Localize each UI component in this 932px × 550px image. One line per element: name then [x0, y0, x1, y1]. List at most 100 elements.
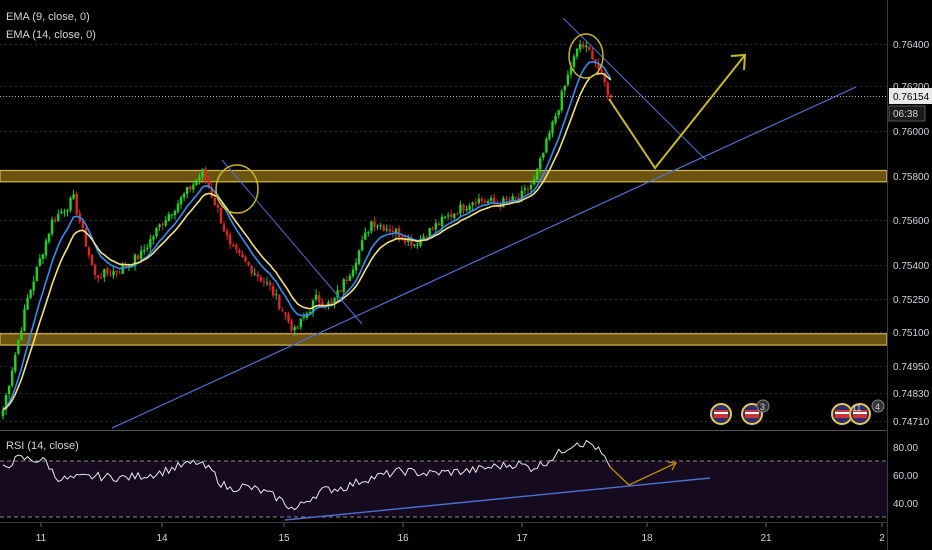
candle-body: [357, 250, 361, 264]
candle-body: [425, 237, 428, 239]
candle-body: [152, 236, 155, 240]
candle-body: [173, 210, 177, 216]
time-axis[interactable]: 11 14 15 16 17 18 21 2: [0, 522, 887, 545]
candle-body: [207, 180, 210, 189]
candle-body: [11, 370, 14, 386]
candle-body: [330, 301, 333, 304]
candle-body: [603, 72, 606, 83]
ema9-line: [2, 61, 612, 411]
candle-body: [443, 216, 447, 218]
candle-body: [84, 228, 88, 247]
candle-body: [103, 269, 106, 278]
time-axis-ticks: 11 14 15 16 17 18 21 2: [36, 523, 885, 544]
current-price-tag: [889, 88, 932, 104]
candle-body: [542, 152, 545, 158]
candle-body: [419, 238, 422, 246]
candle-body: [471, 202, 474, 205]
rsi-line: [2, 439, 612, 511]
candle-body: [7, 385, 11, 395]
candle-body: [139, 250, 143, 259]
candle-body: [578, 43, 582, 50]
rsi-projection-arrowhead: [667, 461, 678, 471]
us-flag-icon[interactable]: [849, 403, 871, 425]
candle-body: [339, 290, 342, 292]
highlight-circle: [568, 33, 604, 79]
candle-body: [275, 294, 278, 296]
candle-body: [158, 224, 161, 228]
rsi-tick-label: 60.00: [893, 471, 918, 482]
candle-body: [81, 220, 85, 228]
candle-body: [271, 286, 275, 296]
candle-body: [526, 189, 530, 191]
candle-body: [572, 56, 576, 67]
rsi-band-fill: [0, 461, 887, 517]
time-tick-label: 15: [278, 533, 290, 544]
candle-body: [41, 254, 45, 260]
candle-body: [32, 281, 35, 291]
candle-body: [44, 240, 48, 256]
price-axis[interactable]: 0.76400 0.76200 0.76000 0.75800 0.75600 0.754…: [887, 0, 932, 550]
rsi-axis-ticks: 80.00 60.00 40.00: [893, 443, 918, 510]
candle-body: [450, 214, 453, 217]
time-tick-label: 14: [156, 533, 168, 544]
ema14-legend[interactable]: EMA (14, close, 0): [6, 29, 96, 41]
candle-body: [281, 310, 284, 312]
candle-body: [53, 219, 57, 222]
candle-body: [606, 82, 609, 96]
us-flag-icon[interactable]: [741, 403, 763, 425]
candle-body: [244, 256, 247, 262]
candle-body: [14, 354, 17, 372]
event-flags[interactable]: 3 11 4: [710, 399, 885, 425]
candle-body: [563, 85, 567, 91]
event-count-label: 11: [852, 403, 861, 413]
price-tick-label: 0.74830: [893, 389, 930, 400]
candle-body: [232, 244, 235, 247]
candle-body: [90, 254, 94, 266]
price-panel[interactable]: [0, 17, 888, 429]
candle-body: [385, 228, 388, 231]
candle-body: [308, 312, 312, 314]
candle-body: [588, 46, 591, 51]
candle-body: [106, 268, 109, 274]
ema14-line: [2, 72, 612, 411]
ema-lines: [2, 61, 612, 411]
candle-body: [529, 184, 533, 190]
rsi-trendline: [284, 477, 711, 521]
candle-body: [591, 50, 594, 60]
projection-path: [608, 54, 746, 170]
candle-body: [93, 264, 97, 275]
candle-body: [333, 298, 336, 304]
candle-body: [446, 215, 450, 217]
us-flag-icon[interactable]: [710, 403, 732, 425]
rsi-legend[interactable]: RSI (14, close): [6, 440, 79, 452]
candle-body: [265, 282, 269, 284]
candle-body: [247, 262, 250, 265]
ema9-legend[interactable]: EMA (9, close, 0): [6, 11, 90, 23]
candle-body: [284, 312, 287, 315]
price-tick-label: 0.74710: [893, 417, 930, 428]
time-tick-label: 21: [760, 533, 772, 544]
candle-body: [548, 132, 551, 140]
candle-body: [493, 197, 496, 203]
candle-body: [299, 318, 302, 328]
candle-body: [278, 294, 281, 310]
candle-body: [1, 409, 5, 417]
rsi-panel[interactable]: 80.00 60.00 40.00: [0, 439, 918, 521]
candle-body: [112, 271, 115, 276]
candle-body: [213, 197, 217, 206]
candle-body: [382, 225, 385, 231]
candle-body: [532, 179, 536, 185]
candle-body: [351, 269, 355, 277]
candle-body: [480, 198, 484, 201]
candle-body: [336, 290, 339, 298]
candle-body: [434, 223, 438, 230]
candle-body: [483, 200, 487, 203]
candle-body: [109, 274, 112, 276]
time-tick-label: 16: [397, 533, 409, 544]
candle-body: [136, 255, 140, 260]
candle-body: [462, 204, 465, 211]
candle-body: [354, 262, 358, 271]
trendline: [562, 17, 707, 161]
candle-body: [100, 277, 103, 279]
